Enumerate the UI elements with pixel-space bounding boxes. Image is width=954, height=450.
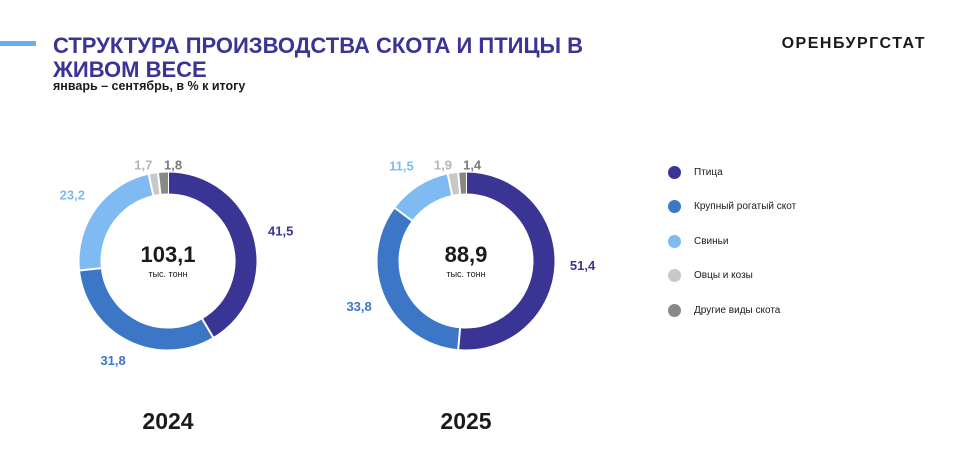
slice-separator [200,317,215,339]
brand-logo-text: ОРЕНБУРГСТАТ [781,35,926,52]
slice-separator [393,206,414,223]
legend-label: Птица [694,166,723,178]
data-label-2024-4: 1,8 [164,158,182,173]
slice-separator [147,173,155,197]
page-subtitle: январь – сентябрь, в % к итогу [53,79,246,93]
slice-separator [156,171,162,196]
data-label-2025-0: 51,4 [570,258,596,273]
donut-unit-2024: тыс. тонн [148,269,187,279]
legend-label: Крупный рогатый скот [694,201,797,213]
legend-label: Свиньи [694,235,729,247]
data-label-2025-4: 1,4 [463,158,482,173]
donut-slice-2025-2 [395,174,453,221]
legend-swatch-icon [668,303,681,317]
donut-slice-2024-1 [80,267,214,350]
data-label-2025-3: 1,9 [434,158,452,173]
donut-slice-2025-0 [458,172,555,350]
legend-swatch-icon [668,234,681,248]
donut-total-2024: 103,1 [140,242,195,267]
donut-slice-2024-0 [167,172,257,338]
donut-slice-2024-3 [148,173,161,196]
data-label-2024-3: 1,7 [134,158,152,173]
slice-separator [78,267,102,272]
year-label-2024: 2024 [142,408,194,434]
data-label-2025-2: 11,5 [389,159,414,174]
legend-label: Овцы и козы [694,270,753,282]
legend-item: Крупный рогатый скот [668,190,796,225]
legend-swatch-icon [668,165,681,179]
page-title: СТРУКТУРА ПРОИЗВОДСТВА СКОТА И ПТИЦЫ В Ж… [53,33,584,82]
slice-separator [457,171,462,195]
slice-separator [457,327,462,351]
legend-swatch-icon [668,200,681,214]
donut-slice-2024-2 [79,174,154,271]
legend-label: Другие виды скота [694,304,781,316]
data-label-2024-1: 31,8 [100,353,125,368]
legend-item: Птица [668,155,796,190]
data-label-2024-2: 23,2 [60,188,85,203]
donut-chart-2025: 51,4 33,8 11,5 1,9 1,4 88,9 тыс. тонн [346,158,596,351]
accent-bar [0,41,36,46]
year-label-2025: 2025 [440,408,492,434]
chart-legend: Птица Крупный рогатый скот Свиньи Овцы и ко… [668,155,796,328]
data-label-2024-0: 41,5 [268,223,293,238]
donut-slice-2025-3 [447,172,461,195]
slice-separator [446,173,454,197]
donut-total-2025: 88,9 [445,242,488,267]
donut-chart-2024: 41,5 31,8 23,2 1,7 1,8 103,1 тыс. тонн [60,158,294,369]
legend-swatch-icon [668,269,681,283]
donut-unit-2025: тыс. тонн [446,269,485,279]
legend-item: Свиньи [668,224,796,259]
donut-slice-2025-1 [377,208,461,350]
data-label-2025-1: 33,8 [346,299,371,314]
legend-item: Овцы и козы [668,259,796,294]
legend-item: Другие виды скота [668,293,796,328]
